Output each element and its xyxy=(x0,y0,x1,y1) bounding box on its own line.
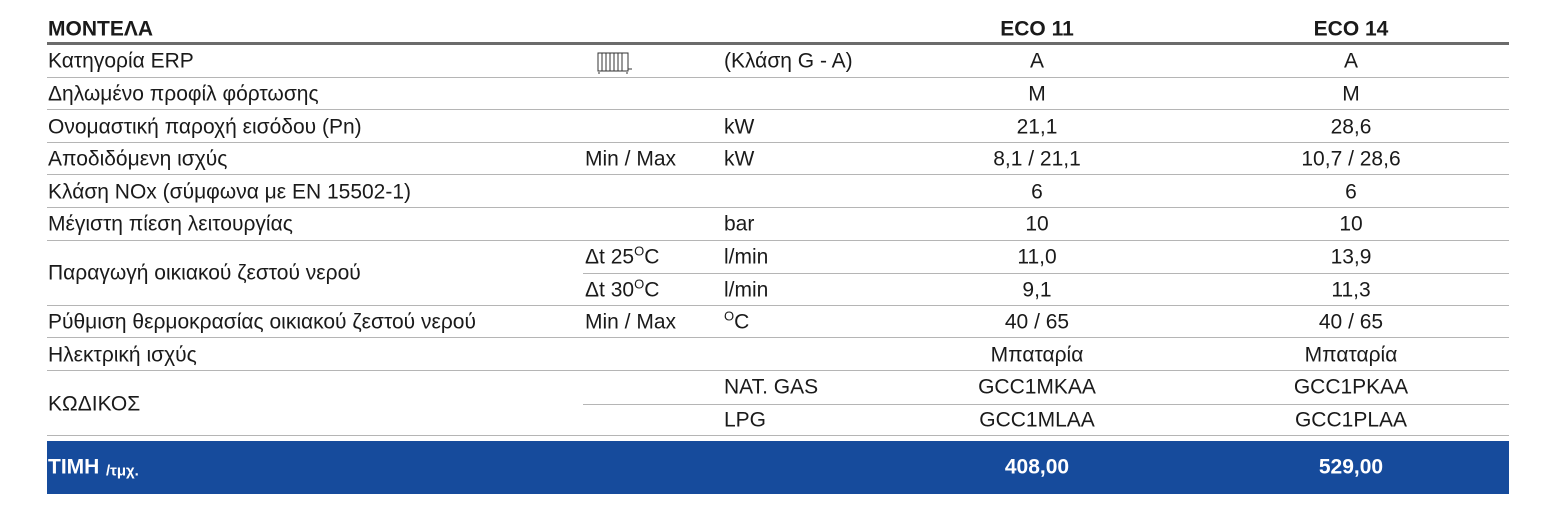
unit: LPG xyxy=(724,408,767,432)
radiator-icon xyxy=(597,52,632,74)
qualifier: Min / Max xyxy=(585,147,677,171)
cell-value: 6 xyxy=(1031,180,1043,204)
text-part: Δt 25 xyxy=(585,245,635,269)
cell-value: M xyxy=(1028,82,1046,106)
price-label: ΤΙΜΗ xyxy=(48,455,100,479)
text-part: Δt 30 xyxy=(585,278,635,301)
cell-value: 11,0 xyxy=(1017,245,1057,269)
row-separator xyxy=(47,142,1509,143)
superscript: O xyxy=(634,276,645,291)
cell-value: 13,9 xyxy=(1330,245,1372,269)
cell-value: 6 xyxy=(1345,180,1357,204)
cell-value: Μπαταρία xyxy=(1304,343,1398,367)
unit: (Κλάση G - A) xyxy=(724,49,853,73)
row-label: Δηλωμένο προφίλ φόρτωσης xyxy=(48,82,319,106)
unit: NAT. GAS xyxy=(724,375,819,399)
unit: OC xyxy=(724,308,750,334)
model-name: ECO 11 xyxy=(1000,17,1074,41)
row-label: Μέγιστη πίεση λειτουργίας xyxy=(48,212,293,236)
cell-value: 9,1 xyxy=(1022,278,1052,301)
cell-value: GCC1PKAA xyxy=(1293,375,1409,399)
model-name: ECO 14 xyxy=(1313,17,1389,41)
row-separator xyxy=(47,77,1509,78)
cell-value: M xyxy=(1342,82,1360,106)
row-label: Κλάση NOx (σύμφωνα με EN 15502-1) xyxy=(48,180,412,204)
price-value: 408,00 xyxy=(1004,455,1070,479)
text-part: C xyxy=(644,278,660,301)
unit: kW xyxy=(724,147,755,171)
row-separator xyxy=(583,273,1509,274)
cell-value: 10,7 / 28,6 xyxy=(1301,147,1401,171)
cell-value: GCC1MLAA xyxy=(979,408,1095,432)
cell-value: GCC1MKAA xyxy=(978,375,1096,399)
row-separator xyxy=(47,240,1509,241)
cell-value: GCC1PLAA xyxy=(1294,408,1408,432)
row-separator xyxy=(47,305,1509,306)
unit: l/min xyxy=(724,278,769,301)
qualifier: Δt 25OC xyxy=(585,243,660,269)
cell-value: 21,1 xyxy=(1016,115,1058,138)
cell-value: 28,6 xyxy=(1330,115,1372,138)
cell-value: 8,1 / 21,1 xyxy=(993,147,1081,171)
unit: kW xyxy=(724,115,755,138)
row-separator xyxy=(47,207,1509,208)
header-title: ΜΟΝΤΕΛΑ xyxy=(48,17,153,41)
cell-value: 40 / 65 xyxy=(1004,310,1070,334)
cell-value: 10 xyxy=(1025,212,1049,236)
cell-value: A xyxy=(1029,49,1045,73)
cell-value: A xyxy=(1343,49,1359,73)
superscript: O xyxy=(724,308,735,324)
row-label: Αποδιδόμενη ισχύς xyxy=(48,147,228,171)
row-label: Ονομαστική παροχή εισόδου (Pn) xyxy=(48,115,362,138)
row-separator xyxy=(583,404,1509,405)
row-label: Παραγωγή οικιακού ζεστού νερού xyxy=(48,261,361,285)
row-separator xyxy=(47,435,1509,436)
cell-value: 10 xyxy=(1339,212,1363,236)
qualifier: Δt 30OC xyxy=(585,276,660,301)
row-label: Ρύθμιση θερμοκρασίας οικιακού ζεστού νερ… xyxy=(48,310,476,334)
cell-value: Μπαταρία xyxy=(990,343,1084,367)
text-part: C xyxy=(644,245,660,269)
cell-value: 11,3 xyxy=(1331,278,1371,301)
text-part: C xyxy=(734,310,750,334)
row-separator xyxy=(47,109,1509,110)
header-rule xyxy=(47,42,1509,45)
row-separator xyxy=(47,174,1509,175)
price-unit: /τμχ. xyxy=(106,462,139,480)
unit: l/min xyxy=(724,245,769,269)
row-label: Κατηγορία ERP xyxy=(48,49,194,73)
price-value: 529,00 xyxy=(1318,455,1384,479)
unit: bar xyxy=(724,212,755,236)
cell-value: 40 / 65 xyxy=(1318,310,1384,334)
superscript: O xyxy=(634,243,645,259)
row-separator xyxy=(47,337,1509,338)
qualifier: Min / Max xyxy=(585,310,677,334)
price-bar xyxy=(47,441,1509,494)
row-label: Ηλεκτρική ισχύς xyxy=(48,343,197,367)
row-separator xyxy=(47,370,1509,371)
row-label: ΚΩΔΙΚΟΣ xyxy=(48,392,141,416)
